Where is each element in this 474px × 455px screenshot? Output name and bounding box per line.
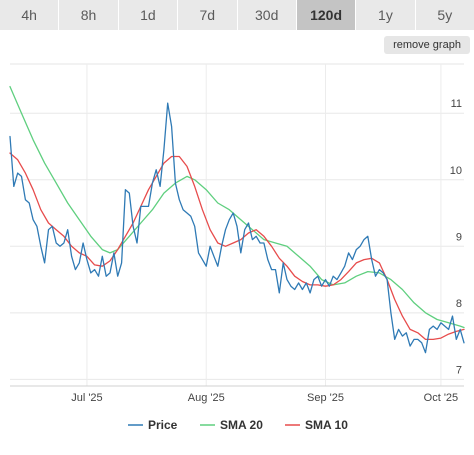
legend-item-sma-10[interactable]: SMA 10 [305, 418, 348, 432]
remove-graph-button[interactable]: remove graph [384, 36, 470, 54]
tab-1d[interactable]: 1d [118, 0, 179, 30]
price-chart: Jul '25 Aug '25 Sep '25 Oct '25 7 8 9 10 11 Pri… [9, 63, 465, 432]
y-tick-label: 8 [456, 298, 462, 310]
series-line-sma-20 [9, 85, 465, 329]
y-tick-label: 7 [456, 364, 462, 376]
y-tick-label: 9 [456, 231, 462, 243]
tab-7d[interactable]: 7d [178, 0, 238, 30]
tab-1y[interactable]: 1y [356, 0, 416, 30]
y-tick-label: 10 [450, 165, 462, 177]
legend-item-price[interactable]: Price [148, 418, 178, 432]
timeframe-tabs: 4h 8h 1d 7d 30d 120d 1y 5y [0, 0, 474, 30]
x-tick-label: Aug '25 [188, 392, 225, 404]
legend-item-sma-20[interactable]: SMA 20 [220, 418, 263, 432]
tab-4h[interactable]: 4h [0, 0, 60, 30]
series-line-price [9, 102, 465, 354]
tab-5y[interactable]: 5y [415, 0, 474, 30]
chart-grid [10, 63, 464, 386]
y-axis: 7 8 9 10 11 [450, 98, 462, 376]
x-axis: Jul '25 Aug '25 Sep '25 Oct '25 [10, 385, 464, 404]
chart-legend: Price SMA 20 SMA 10 [128, 418, 348, 432]
x-tick-label: Jul '25 [71, 392, 102, 404]
tab-30d[interactable]: 30d [237, 0, 297, 30]
chart-series [9, 85, 465, 354]
y-tick-label: 11 [451, 98, 462, 110]
x-tick-label: Sep '25 [307, 392, 344, 404]
tab-120d[interactable]: 120d [296, 0, 357, 30]
x-tick-label: Oct '25 [424, 392, 459, 404]
tab-8h[interactable]: 8h [59, 0, 119, 30]
